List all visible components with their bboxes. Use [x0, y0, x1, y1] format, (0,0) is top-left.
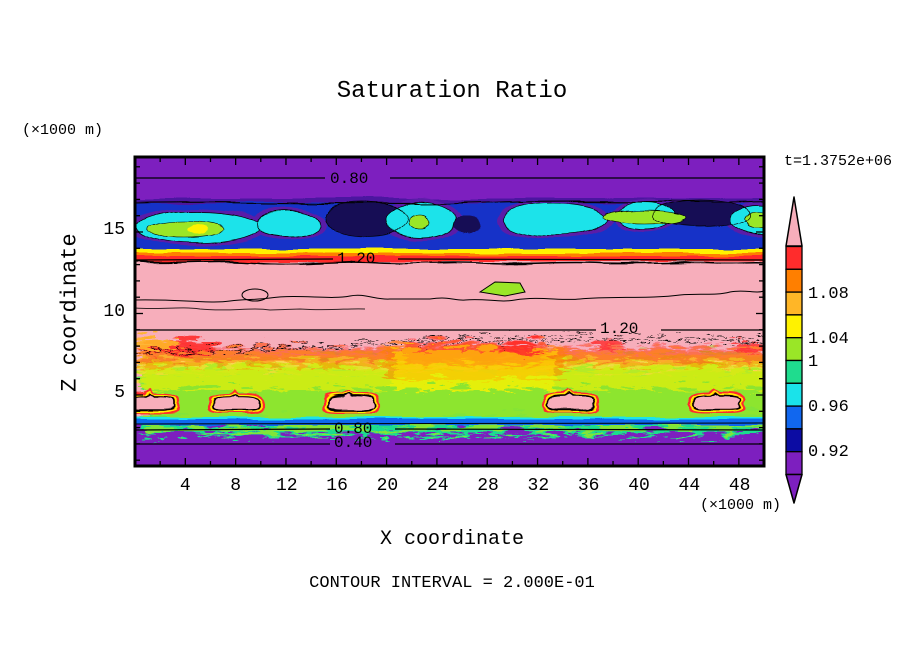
svg-text:0.96: 0.96: [808, 398, 849, 417]
svg-text:1.04: 1.04: [808, 330, 849, 349]
svg-text:1.08: 1.08: [808, 285, 849, 304]
svg-text:1: 1: [808, 353, 818, 372]
svg-text:0.92: 0.92: [808, 443, 849, 462]
